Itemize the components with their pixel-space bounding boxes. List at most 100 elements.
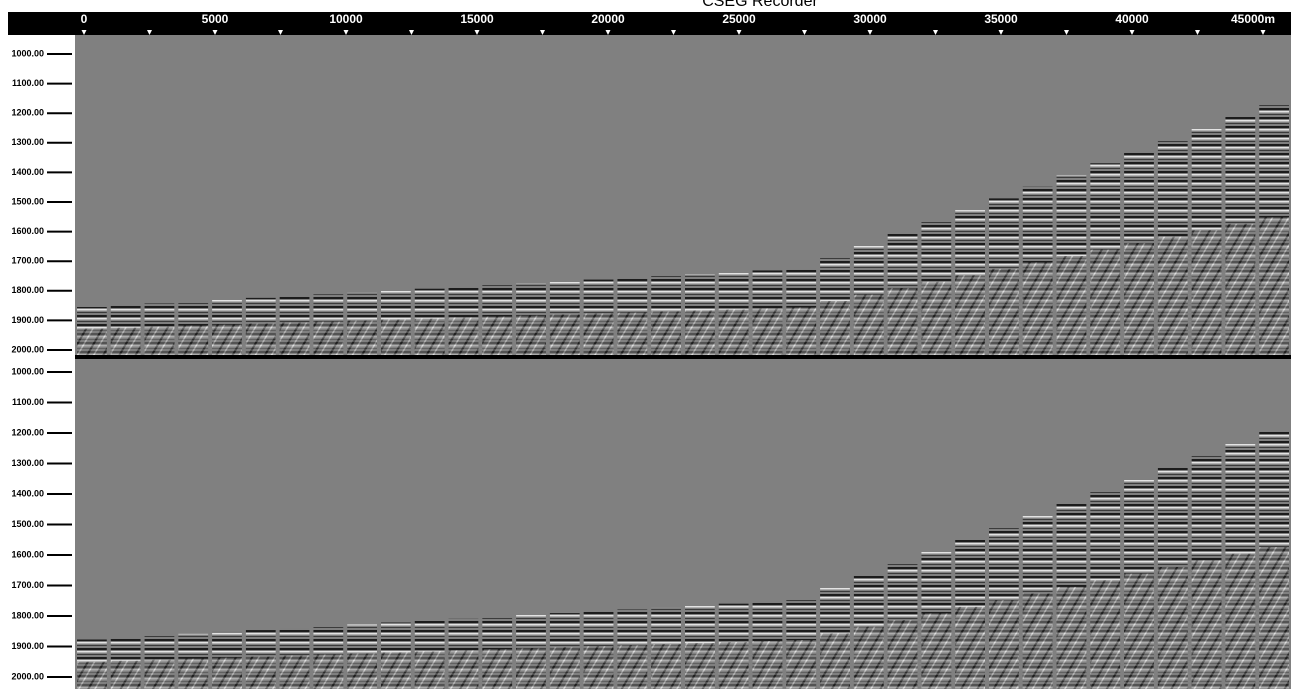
seismic-gather-noise (516, 315, 546, 355)
seismic-gather-noise (718, 642, 749, 689)
x-axis-label: 20000 (591, 12, 625, 26)
panel-upper (75, 35, 1291, 355)
seismic-gather-noise (1124, 573, 1154, 689)
seismic-gather-noise (786, 307, 817, 355)
y-axis-label: 1300.00 (11, 458, 44, 468)
panel-separator (75, 355, 1291, 359)
seismic-gather-noise (482, 316, 513, 355)
seismic-gather-noise (313, 654, 344, 689)
x-tick (671, 30, 676, 35)
seismic-gather-noise (144, 659, 175, 689)
x-tick (278, 30, 283, 35)
seismic-gather-noise (414, 651, 445, 689)
seismic-gather-noise (347, 653, 377, 689)
x-axis-label: 15000 (460, 12, 494, 26)
seismic-gather-noise (820, 301, 850, 355)
seismic-gather-noise (448, 650, 479, 689)
seismic-gather-noise (110, 327, 141, 355)
seismic-gather-noise (245, 323, 276, 355)
x-tick (605, 30, 611, 35)
seismic-gather-noise (77, 661, 107, 689)
seismic-gather-noise (178, 325, 209, 355)
seismic-gather-noise (110, 660, 141, 689)
x-axis-label: 10000 (329, 12, 363, 26)
seismic-gather-noise (1225, 553, 1256, 689)
seismic-gather-noise (1191, 230, 1222, 355)
x-tick (1260, 30, 1266, 35)
seismic-gather-noise (178, 658, 209, 689)
seismic-gather-noise (955, 275, 985, 355)
x-axis-label: 40000 (1115, 12, 1149, 26)
seismic-gather-noise (347, 320, 377, 355)
seismic-gather-noise (786, 639, 817, 689)
x-tick (867, 30, 873, 35)
top-axis-bar (8, 12, 1291, 35)
x-tick (998, 30, 1004, 35)
seismic-gather-noise (651, 644, 681, 689)
seismic-gather-noise (448, 317, 479, 355)
seismic-gather-noise (921, 281, 952, 355)
y-axis-label: 1100.00 (12, 397, 44, 407)
seismic-gather-noise (414, 318, 445, 355)
seismic-gather-noise (549, 314, 580, 355)
seismic-gather-noise (1259, 547, 1289, 689)
seismic-gather-noise (212, 324, 242, 355)
x-tick (1064, 30, 1069, 35)
x-tick (147, 30, 152, 35)
seismic-gather-noise (853, 626, 884, 689)
seismic-gather-noise (583, 646, 614, 689)
seismic-gather-noise (381, 319, 411, 355)
seismic-gather-noise (1191, 560, 1222, 689)
seismic-gather-noise (685, 310, 715, 355)
x-tick (409, 30, 414, 35)
y-axis-label: 1300.00 (11, 137, 44, 147)
x-tick (474, 30, 480, 35)
seismic-gather-noise (279, 322, 310, 355)
x-tick (540, 30, 545, 35)
x-axis-label: 25000 (722, 12, 756, 26)
seismic-gather-noise (1056, 586, 1087, 689)
seismic-gather-noise (482, 649, 513, 689)
seismic-gather-noise (887, 288, 918, 355)
seismic-gather-noise (1056, 255, 1087, 355)
x-tick (212, 30, 218, 35)
seismic-gather-noise (752, 308, 783, 355)
seismic-gather-noise (853, 294, 884, 355)
y-axis-label: 1700.00 (11, 256, 44, 266)
seismic-gather-noise (1225, 223, 1256, 355)
seismic-gather-noise (381, 652, 411, 689)
x-axis-label: 30000 (853, 12, 887, 26)
x-axis-label: 35000 (984, 12, 1018, 26)
y-axis-label: 1400.00 (11, 167, 44, 177)
seismic-gather-noise (279, 655, 310, 689)
seismic-gather-noise (617, 645, 648, 689)
y-axis-label: 1800.00 (11, 610, 44, 620)
seismic-gather-noise (685, 643, 715, 689)
y-axis-label: 1400.00 (11, 488, 44, 498)
y-axis-label: 1500.00 (11, 519, 44, 529)
x-axis-label: 5000 (202, 12, 229, 26)
seismic-gather-noise (1157, 566, 1188, 689)
seismic-gather-noise (1022, 593, 1053, 689)
seismic-gather-noise (718, 309, 749, 355)
y-axis-label: 2000.00 (11, 344, 44, 354)
seismic-gather-noise (1090, 249, 1121, 355)
x-tick (802, 30, 807, 35)
x-axis-label: 0 (81, 12, 88, 26)
seismic-gather-noise (77, 328, 107, 355)
seismic-gather-noise (752, 641, 783, 689)
panel-lower (75, 359, 1291, 689)
seismic-gather-noise (989, 268, 1019, 355)
y-axis-label: 1500.00 (11, 196, 44, 206)
seismic-gather-noise (549, 647, 580, 689)
seismic-gather-noise (1124, 243, 1154, 355)
x-tick (343, 30, 349, 35)
seismic-gather-noise (1259, 217, 1289, 355)
y-axis-label: 1200.00 (11, 108, 44, 118)
y-axis-label: 1000.00 (11, 366, 44, 376)
seismic-gather-noise (245, 656, 276, 689)
x-axis-label: 45000m (1231, 12, 1275, 26)
seismic-gather-noise (516, 648, 546, 689)
x-tick (1129, 30, 1135, 35)
